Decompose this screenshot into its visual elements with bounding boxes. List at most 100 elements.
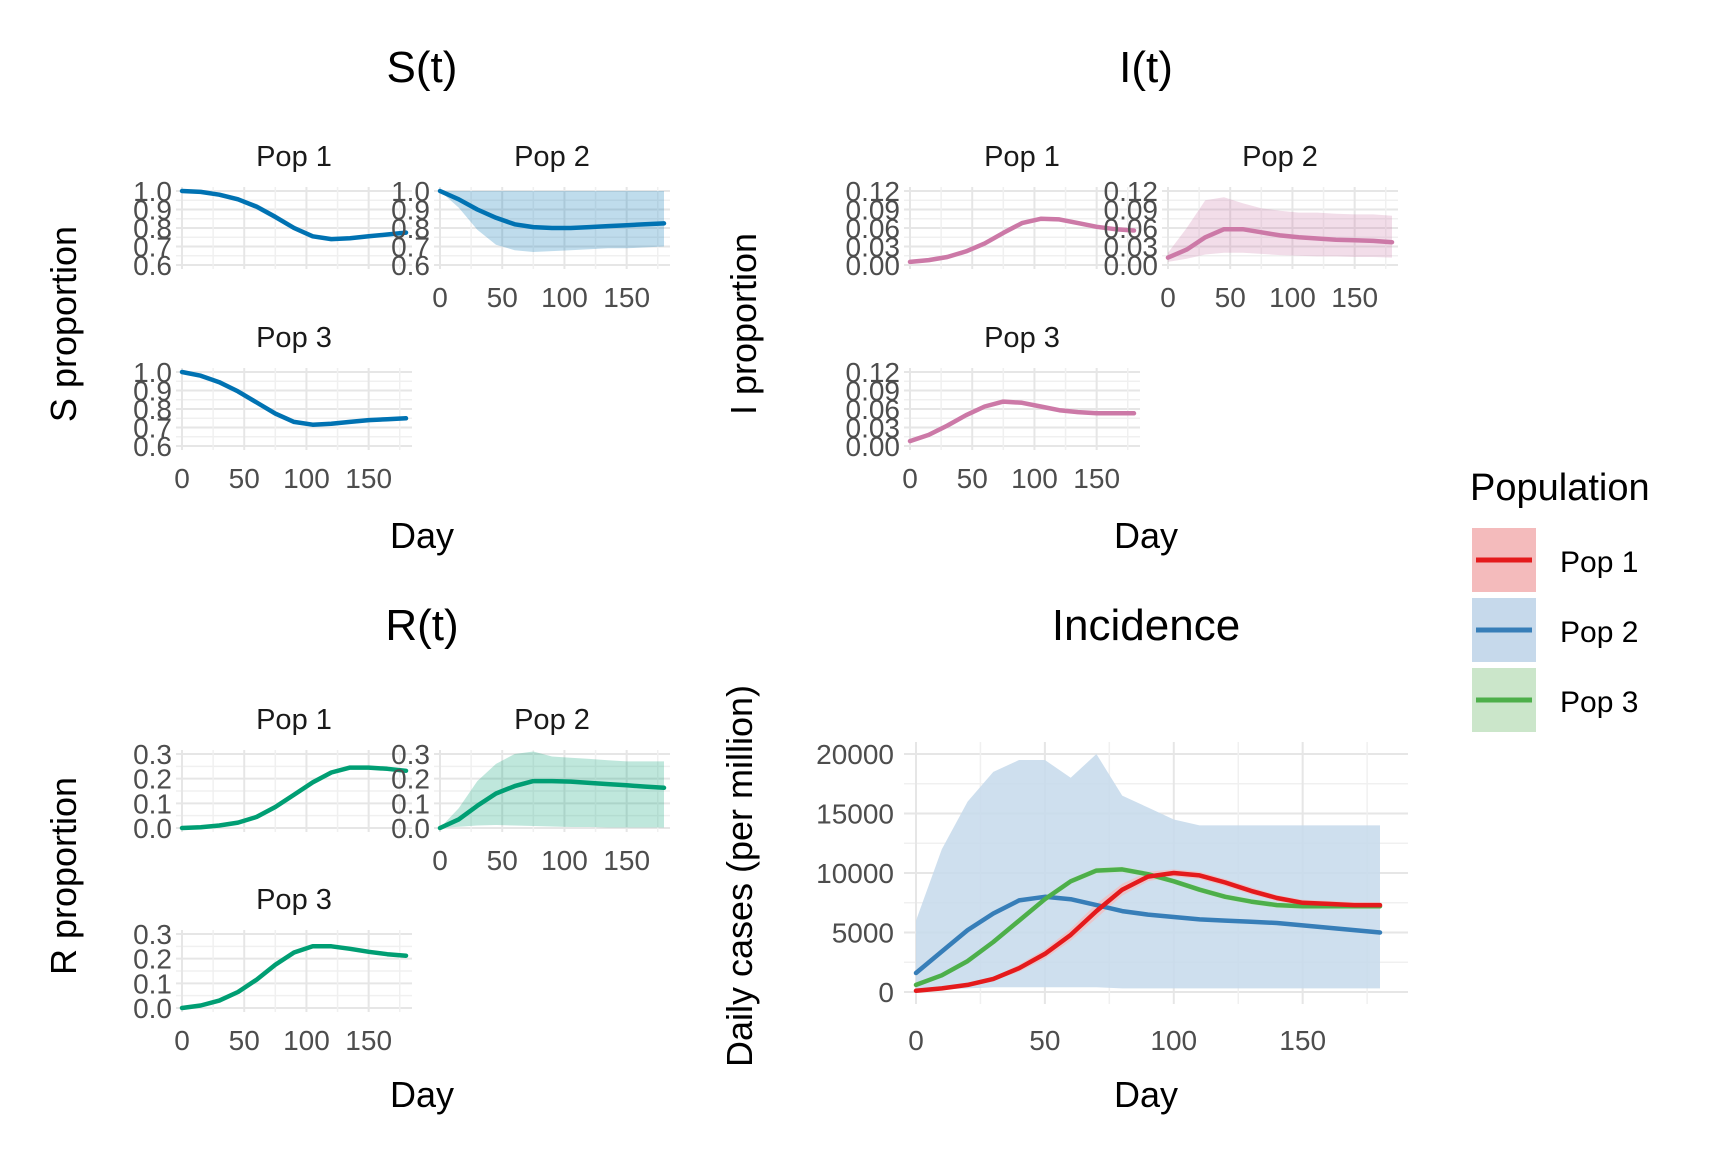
y-tick-label: 15000 (816, 799, 894, 830)
x-tick-label: 50 (957, 463, 988, 494)
series-line-Pop 3 (913, 867, 1383, 988)
y-tick-label: 0.3 (133, 739, 172, 770)
series-line (179, 765, 409, 831)
x-tick-label: 50 (229, 463, 260, 494)
facet-I(t)-3: Pop 3 0.000.030.060.090.12 0 50 100 150 (846, 322, 1140, 494)
y-tick-label: 0.7 (133, 232, 172, 263)
uncertainty-band (440, 191, 664, 252)
y-tick-label: 0.0 (133, 993, 172, 1024)
x-axis-label-r: Day (390, 1074, 454, 1115)
facet-strip-label: Pop 2 (1242, 141, 1318, 173)
x-tick-label: 150 (1279, 1025, 1326, 1056)
legend-label-pop3: Pop 3 (1560, 686, 1638, 719)
facet-strip-label: Pop 1 (256, 141, 332, 173)
facet-R(t)-2: Pop 2 0.00.10.20.3 0 50 100 150 (391, 704, 670, 876)
x-tick-label: 100 (1011, 463, 1058, 494)
x-tick-label: 100 (283, 463, 330, 494)
y-tick-label: 0.9 (133, 376, 172, 407)
y-tick-label: 0.2 (133, 764, 172, 795)
y-tick-label: 20000 (816, 739, 894, 770)
legend-title: Population (1470, 467, 1650, 509)
y-tick-label: 0.3 (133, 919, 172, 950)
y-tick-label: 0.03 (846, 413, 901, 444)
x-tick-label: 150 (1331, 282, 1378, 313)
facet-strip-label: Pop 3 (256, 322, 332, 354)
x-tick-label: 150 (1073, 463, 1120, 494)
y-tick-label: 0.3 (391, 739, 430, 770)
series-line (437, 188, 667, 231)
y-tick-label: 0.7 (133, 413, 172, 444)
y-tick-label: 0.7 (391, 232, 430, 263)
x-axis-label-s: Day (390, 515, 454, 556)
facet-strip-label: Pop 2 (514, 141, 590, 173)
x-tick-label: 0 (432, 282, 448, 313)
facet-S(t)-2: Pop 2 0.60.70.80.91.0 0 50 100 150 (391, 141, 670, 313)
y-axis-label-r: R proportion (43, 777, 84, 975)
y-tick-label: 0.1 (391, 788, 430, 819)
y-tick-label: 5000 (832, 918, 894, 949)
x-tick-label: 0 (432, 845, 448, 876)
y-tick-label: 0.12 (1104, 176, 1159, 207)
uncertainty-band (440, 751, 664, 828)
x-tick-label: 0 (174, 463, 190, 494)
y-tick-label: 1.0 (391, 176, 430, 207)
series-line-Pop 2 (913, 894, 1383, 976)
x-tick-label: 150 (603, 845, 650, 876)
y-tick-label: 0.09 (846, 195, 901, 226)
y-tick-label: 0.09 (846, 376, 901, 407)
x-tick-label: 100 (541, 282, 588, 313)
y-tick-label: 1.0 (133, 176, 172, 207)
y-tick-label: 0.0 (391, 813, 430, 844)
y-tick-label: 0.00 (1104, 250, 1159, 281)
x-tick-label: 0 (1160, 282, 1176, 313)
y-tick-label: 0.8 (391, 213, 430, 244)
series-line (907, 216, 1137, 265)
x-axis-label-incidence: Day (1114, 1074, 1178, 1115)
y-tick-label: 1.0 (133, 357, 172, 388)
y-axis-label-s: S proportion (43, 226, 84, 422)
legend-label-pop2: Pop 2 (1560, 616, 1638, 649)
series-line (179, 188, 409, 242)
panel-title-i: I(t) (1119, 43, 1173, 92)
y-tick-label: 0.6 (133, 431, 172, 462)
panel-title-r: R(t) (385, 601, 458, 650)
x-tick-label: 100 (1269, 282, 1316, 313)
y-tick-label: 0.00 (846, 431, 901, 462)
facet-strip-label: Pop 1 (984, 141, 1060, 173)
facet-strip-label: Pop 2 (514, 704, 590, 736)
y-tick-label: 0.06 (1104, 213, 1159, 244)
y-tick-label: 0.06 (846, 213, 901, 244)
uncertainty-band (1168, 197, 1392, 262)
series-line (1165, 226, 1395, 260)
x-tick-label: 150 (345, 1025, 392, 1056)
y-tick-label: 0.6 (391, 250, 430, 281)
y-tick-label: 0.0 (133, 813, 172, 844)
y-tick-label: 0.1 (133, 788, 172, 819)
panel-title-s: S(t) (387, 43, 458, 92)
facet-I(t)-1: Pop 1 0.000.030.060.090.12 (846, 141, 1140, 281)
y-tick-label: 0.2 (133, 944, 172, 975)
facet-S(t)-1: Pop 1 0.60.70.80.91.0 (133, 141, 412, 281)
series-line (907, 399, 1137, 444)
x-tick-label: 50 (487, 845, 518, 876)
x-tick-label: 50 (229, 1025, 260, 1056)
facet-strip-label: Pop 3 (256, 884, 332, 916)
x-tick-label: 0 (902, 463, 918, 494)
series-line (179, 369, 409, 427)
x-tick-label: 100 (1150, 1025, 1197, 1056)
legend-label-pop1: Pop 1 (1560, 546, 1638, 579)
facet-strip-label: Pop 1 (256, 704, 332, 736)
y-tick-label: 0.9 (391, 195, 430, 226)
y-tick-label: 0.8 (133, 394, 172, 425)
x-axis-label-i: Day (1114, 515, 1178, 556)
series-line (179, 944, 409, 1011)
series-line (437, 778, 667, 831)
x-tick-label: 50 (1029, 1025, 1060, 1056)
y-axis-label-i: I proportion (723, 233, 764, 415)
x-tick-label: 100 (541, 845, 588, 876)
x-tick-label: 50 (1215, 282, 1246, 313)
series-line-Pop 1 (913, 870, 1383, 994)
y-tick-label: 0.9 (133, 195, 172, 226)
y-tick-label: 0.2 (391, 764, 430, 795)
